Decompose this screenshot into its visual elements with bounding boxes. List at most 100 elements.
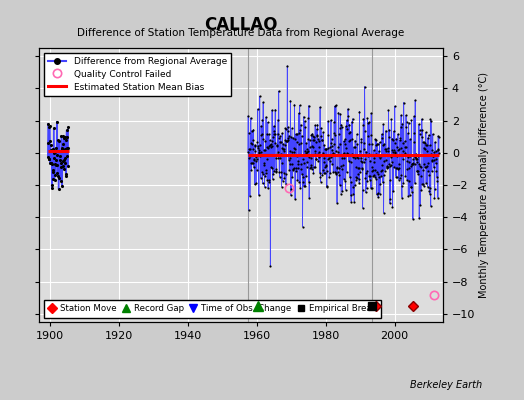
Point <box>363 168 371 174</box>
Point <box>362 189 370 196</box>
Point <box>57 159 66 166</box>
Point <box>316 125 325 131</box>
Point <box>308 142 316 149</box>
Point <box>362 170 370 176</box>
Point <box>301 150 310 156</box>
Point <box>325 152 334 158</box>
Point <box>385 161 393 168</box>
Point <box>256 153 264 159</box>
Point <box>337 121 345 128</box>
Point <box>405 120 413 127</box>
Point <box>279 169 288 176</box>
Point <box>301 118 309 124</box>
Point <box>254 144 262 151</box>
Point <box>351 182 359 188</box>
Point <box>302 172 310 179</box>
Point <box>296 102 304 109</box>
Point <box>248 141 256 147</box>
Point <box>246 153 255 160</box>
Point <box>313 150 322 157</box>
Point <box>260 160 268 166</box>
Point <box>269 171 277 178</box>
Point <box>59 163 67 170</box>
Point <box>351 144 359 151</box>
Point <box>308 130 316 137</box>
Point <box>345 174 354 180</box>
Point <box>361 83 369 90</box>
Point <box>392 153 401 159</box>
Point <box>297 166 305 172</box>
Point <box>387 147 396 153</box>
Point <box>271 155 280 161</box>
Point <box>317 133 325 140</box>
Point <box>395 176 403 183</box>
Point <box>384 147 392 154</box>
Point <box>366 184 375 191</box>
Point <box>292 139 301 145</box>
Point <box>46 123 54 130</box>
Point <box>58 146 67 152</box>
Point <box>357 136 366 142</box>
Point <box>351 137 359 144</box>
Point <box>366 176 374 183</box>
Point <box>254 142 263 149</box>
Point <box>270 140 279 146</box>
Point <box>292 152 301 159</box>
Point <box>258 180 267 187</box>
Point <box>307 132 315 138</box>
Point <box>398 121 407 127</box>
Point <box>319 154 328 161</box>
Point <box>336 110 344 117</box>
Point <box>425 191 434 197</box>
Point <box>298 171 306 178</box>
Point <box>277 151 285 157</box>
Point <box>430 149 439 155</box>
Point <box>334 110 343 116</box>
Point <box>331 103 339 110</box>
Point <box>298 152 307 158</box>
Point <box>418 134 427 140</box>
Point <box>251 148 259 154</box>
Point <box>419 144 428 151</box>
Point <box>399 99 408 106</box>
Point <box>289 145 298 151</box>
Point <box>396 124 405 130</box>
Point <box>258 117 267 123</box>
Point <box>301 124 310 130</box>
Point <box>280 142 289 148</box>
Point <box>303 159 312 166</box>
Point <box>271 130 279 137</box>
Point <box>373 141 381 148</box>
Point <box>275 135 283 142</box>
Point <box>303 149 311 155</box>
Point <box>333 200 341 206</box>
Point <box>417 173 425 179</box>
Point <box>58 182 66 189</box>
Point <box>430 194 439 201</box>
Point <box>315 170 324 176</box>
Point <box>390 164 398 170</box>
Point <box>404 193 412 199</box>
Point <box>332 102 340 109</box>
Point <box>370 159 378 165</box>
Point <box>57 177 65 184</box>
Point <box>374 194 383 200</box>
Point <box>278 130 286 136</box>
Point <box>383 165 391 171</box>
Point <box>52 162 61 168</box>
Point <box>356 152 364 158</box>
Point <box>58 158 67 164</box>
Point <box>265 131 273 138</box>
Point <box>56 156 64 163</box>
Point <box>60 157 69 163</box>
Point <box>289 166 298 173</box>
Point <box>249 164 258 170</box>
Point <box>57 132 66 139</box>
Point <box>411 97 419 103</box>
Point <box>350 153 358 160</box>
Point <box>63 133 71 140</box>
Point <box>356 148 365 154</box>
Point <box>331 148 340 154</box>
Point <box>374 140 382 147</box>
Point <box>342 169 351 175</box>
